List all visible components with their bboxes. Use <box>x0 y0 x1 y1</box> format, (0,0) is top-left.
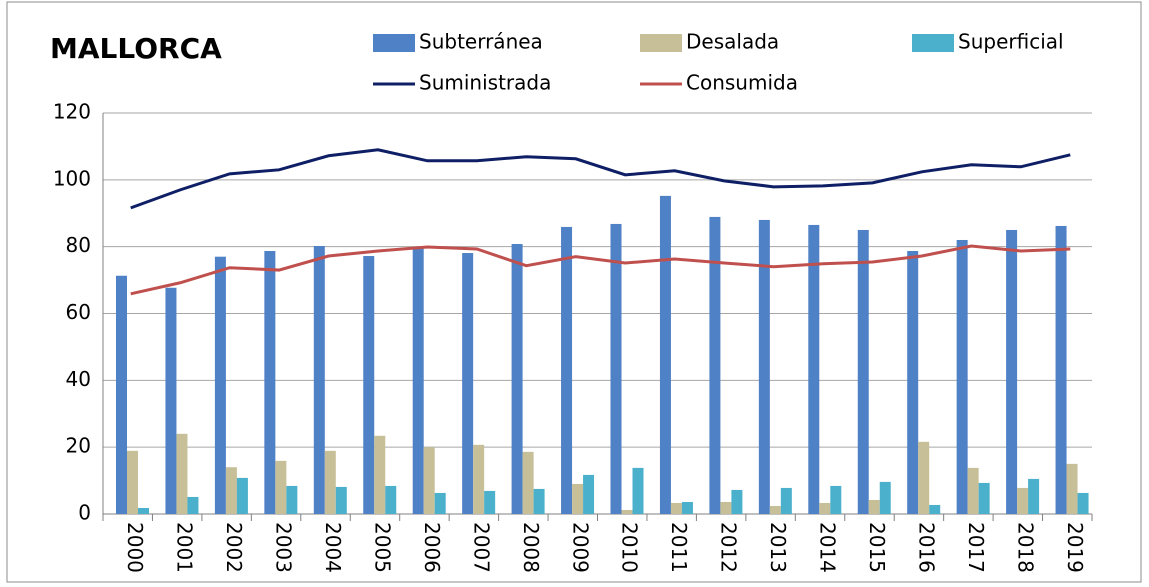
bar <box>709 216 721 514</box>
y-tick-label: 40 <box>66 367 91 391</box>
bar <box>758 219 770 514</box>
bar <box>484 490 496 514</box>
legend-label: Suministrada <box>419 71 551 95</box>
bar <box>780 487 792 514</box>
bar <box>868 499 880 514</box>
bar <box>275 460 287 514</box>
bar <box>138 507 149 514</box>
x-tick-label: 2019 <box>1063 522 1087 573</box>
bar <box>879 481 891 514</box>
bar <box>473 444 485 514</box>
x-tick-label: 2003 <box>272 522 296 573</box>
legend-swatch <box>912 34 954 52</box>
x-tick-label: 2010 <box>618 522 642 573</box>
x-tick-label: 2000 <box>123 522 147 573</box>
x-tick-label: 2013 <box>766 522 790 573</box>
bar <box>621 509 633 514</box>
bar <box>286 485 298 514</box>
bar <box>462 253 474 514</box>
y-tick-label: 100 <box>53 166 91 190</box>
bar <box>819 502 831 514</box>
x-tick-label: 2015 <box>865 522 889 573</box>
line <box>130 148 1071 210</box>
bar <box>165 287 177 514</box>
y-tick-label: 80 <box>66 233 91 257</box>
bar <box>335 486 347 514</box>
x-tick-label: 2004 <box>321 522 345 573</box>
bar <box>225 467 237 514</box>
bar <box>918 441 930 514</box>
bar <box>533 488 545 514</box>
legend-label: Desalada <box>686 30 779 54</box>
bar <box>857 229 869 515</box>
bar <box>929 504 941 514</box>
x-tick-label: 2014 <box>816 522 840 573</box>
x-tick-label: 2016 <box>914 522 938 573</box>
x-tick-label: 2012 <box>717 522 741 573</box>
bar <box>1066 463 1078 514</box>
bar <box>1077 492 1089 514</box>
x-tick-label: 2018 <box>1013 522 1037 573</box>
bar <box>583 474 595 514</box>
bar <box>176 433 188 514</box>
bar <box>610 223 622 514</box>
bar <box>769 505 781 514</box>
bar <box>907 251 919 514</box>
bar <box>363 256 375 514</box>
bar <box>511 243 523 514</box>
bar <box>1028 478 1040 514</box>
bar <box>632 467 644 514</box>
legend-label: Superficial <box>958 30 1064 54</box>
bar <box>681 501 693 514</box>
x-tick-label: 2007 <box>469 522 493 573</box>
legend-swatch <box>373 34 415 52</box>
bar <box>659 195 671 514</box>
bar <box>956 239 968 514</box>
bar <box>967 467 979 514</box>
x-tick-label: 2009 <box>568 522 592 573</box>
x-tick-label: 2011 <box>667 522 691 573</box>
bar <box>670 502 682 514</box>
x-tick-label: 2006 <box>420 522 444 573</box>
bar <box>522 451 534 514</box>
x-tick-label: 2002 <box>222 522 246 573</box>
bar <box>236 477 248 514</box>
y-tick-label: 0 <box>78 501 91 525</box>
bar <box>978 482 990 514</box>
y-tick-label: 120 <box>53 100 91 124</box>
bar <box>434 492 446 514</box>
bar <box>385 485 397 514</box>
bar <box>187 496 199 514</box>
bar <box>127 450 138 514</box>
bar <box>214 256 226 514</box>
bar <box>423 447 435 514</box>
chart-title: MALLORCA <box>50 32 222 65</box>
bar <box>720 501 732 514</box>
x-tick-label: 2001 <box>173 522 197 573</box>
legend-label: Subterránea <box>419 30 543 54</box>
bar <box>808 224 820 514</box>
legend-label: Consumida <box>686 71 798 95</box>
bar <box>1017 487 1029 514</box>
bar <box>116 275 127 514</box>
bar <box>324 450 336 514</box>
x-tick-label: 2017 <box>964 522 988 573</box>
bar <box>412 248 424 514</box>
bar <box>264 251 276 514</box>
bar <box>731 489 743 514</box>
legend-swatch <box>640 34 682 52</box>
x-tick-label: 2008 <box>519 522 543 573</box>
bar <box>374 435 386 514</box>
bar <box>561 226 573 514</box>
y-tick-label: 60 <box>66 300 91 324</box>
x-tick-label: 2005 <box>370 522 394 573</box>
bar <box>1055 225 1067 514</box>
bar <box>830 485 842 514</box>
line <box>130 244 1071 296</box>
bar <box>1006 229 1018 515</box>
bar <box>313 245 325 514</box>
bar <box>572 483 584 514</box>
y-tick-label: 20 <box>66 434 91 458</box>
